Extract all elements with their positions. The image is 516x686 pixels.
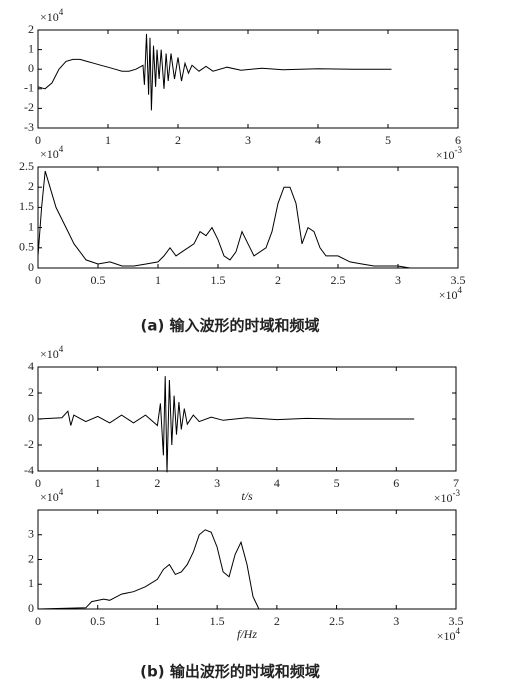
x-tick-label: 0	[35, 133, 41, 147]
axis-multiplier: ×104	[40, 7, 64, 24]
x-tick-label: 2.5	[329, 614, 344, 628]
axis-multiplier: ×104	[40, 487, 64, 504]
y-tick-label: -2	[24, 100, 34, 114]
x-tick-label: 6	[455, 133, 461, 147]
waveform-line	[37, 170, 411, 269]
x-tick-label: 3	[214, 476, 220, 490]
y-tick-label: 0	[28, 61, 34, 75]
multiplier-base: ×10	[40, 347, 59, 361]
plot-frame	[37, 29, 459, 129]
x-tick-label: 3	[395, 273, 401, 287]
y-tick-label: -2	[24, 437, 34, 451]
y-tick-label: 0	[28, 601, 34, 615]
x-tick-label: 0.5	[90, 614, 105, 628]
x-tick-label: 2.5	[331, 273, 346, 287]
caption: (a) 输入波形的时域和频域	[140, 317, 319, 335]
axis-multiplier: ×104	[40, 144, 64, 161]
y-tick-label: 2	[28, 385, 34, 399]
multiplier-exponent: 4	[59, 7, 64, 17]
waveform-line	[37, 529, 409, 610]
x-tick-label: 5	[334, 476, 340, 490]
x-tick-label: 1	[154, 614, 160, 628]
multiplier-exponent: 4	[59, 487, 64, 497]
multiplier-base: ×10	[437, 629, 456, 643]
x-tick-label: 1.5	[211, 273, 226, 287]
y-tick-label: 1	[28, 219, 34, 233]
x-tick-label: 7	[453, 476, 459, 490]
axis-multiplier: ×10-3	[434, 488, 461, 505]
y-tick-label: 1	[28, 576, 34, 590]
plot-frame	[37, 166, 459, 269]
x-tick-label: 4	[315, 133, 321, 147]
y-tick-label: 3	[28, 527, 34, 541]
x-tick-label: 3	[393, 614, 399, 628]
x-axis-label: f/Hz	[237, 627, 257, 641]
multiplier-base: ×10	[434, 491, 453, 505]
x-tick-label: 2	[154, 476, 160, 490]
x-axis-label: t/s	[241, 489, 253, 503]
y-tick-label: 2	[28, 179, 34, 193]
x-tick-label: 6	[393, 476, 399, 490]
y-tick-label: 0	[28, 411, 34, 425]
x-tick-label: 0	[35, 614, 41, 628]
y-tick-label: 1.5	[19, 199, 34, 213]
x-tick-label: 3.5	[449, 614, 464, 628]
x-tick-label: 0.5	[91, 273, 106, 287]
plot-frame	[37, 509, 457, 610]
x-tick-label: 3	[245, 133, 251, 147]
multiplier-base: ×10	[40, 490, 59, 504]
x-tick-label: 1.5	[210, 614, 225, 628]
multiplier-exponent: -3	[455, 145, 463, 155]
y-tick-label: 4	[28, 359, 34, 373]
multiplier-base: ×10	[439, 288, 458, 302]
x-tick-label: 2	[175, 133, 181, 147]
caption: (b) 输出波形的时域和频域	[140, 663, 320, 681]
x-tick-label: 0	[35, 273, 41, 287]
x-tick-label: 0	[35, 476, 41, 490]
y-tick-label: 0.5	[19, 240, 34, 254]
y-tick-label: 2	[28, 22, 34, 36]
y-tick-label: -1	[24, 81, 34, 95]
x-tick-label: 3.5	[451, 273, 466, 287]
multiplier-base: ×10	[40, 147, 59, 161]
multiplier-exponent: 4	[59, 344, 64, 354]
y-tick-label: 1	[28, 41, 34, 55]
y-tick-label: -3	[24, 120, 34, 134]
x-tick-label: 1	[105, 133, 111, 147]
waveform-line	[37, 33, 392, 111]
y-tick-label: 0	[28, 260, 34, 274]
waveform-line	[37, 376, 415, 473]
multiplier-exponent: 4	[456, 626, 461, 636]
multiplier-base: ×10	[40, 10, 59, 24]
multiplier-exponent: -3	[453, 488, 461, 498]
axis-multiplier: ×104	[40, 344, 64, 361]
multiplier-exponent: 4	[458, 285, 463, 295]
x-tick-label: 5	[385, 133, 391, 147]
x-tick-label: 2	[275, 273, 281, 287]
axis-multiplier: ×104	[437, 626, 461, 643]
y-tick-label: 2.5	[19, 159, 34, 173]
multiplier-exponent: 4	[59, 144, 64, 154]
y-tick-label: 2	[28, 551, 34, 565]
x-tick-label: 2	[274, 614, 280, 628]
axis-multiplier: ×104	[439, 285, 463, 302]
x-tick-label: 1	[95, 476, 101, 490]
axis-multiplier: ×10-3	[436, 145, 463, 162]
multiplier-base: ×10	[436, 148, 455, 162]
x-tick-label: 4	[274, 476, 280, 490]
x-tick-label: 1	[155, 273, 161, 287]
y-tick-label: -4	[24, 463, 34, 477]
